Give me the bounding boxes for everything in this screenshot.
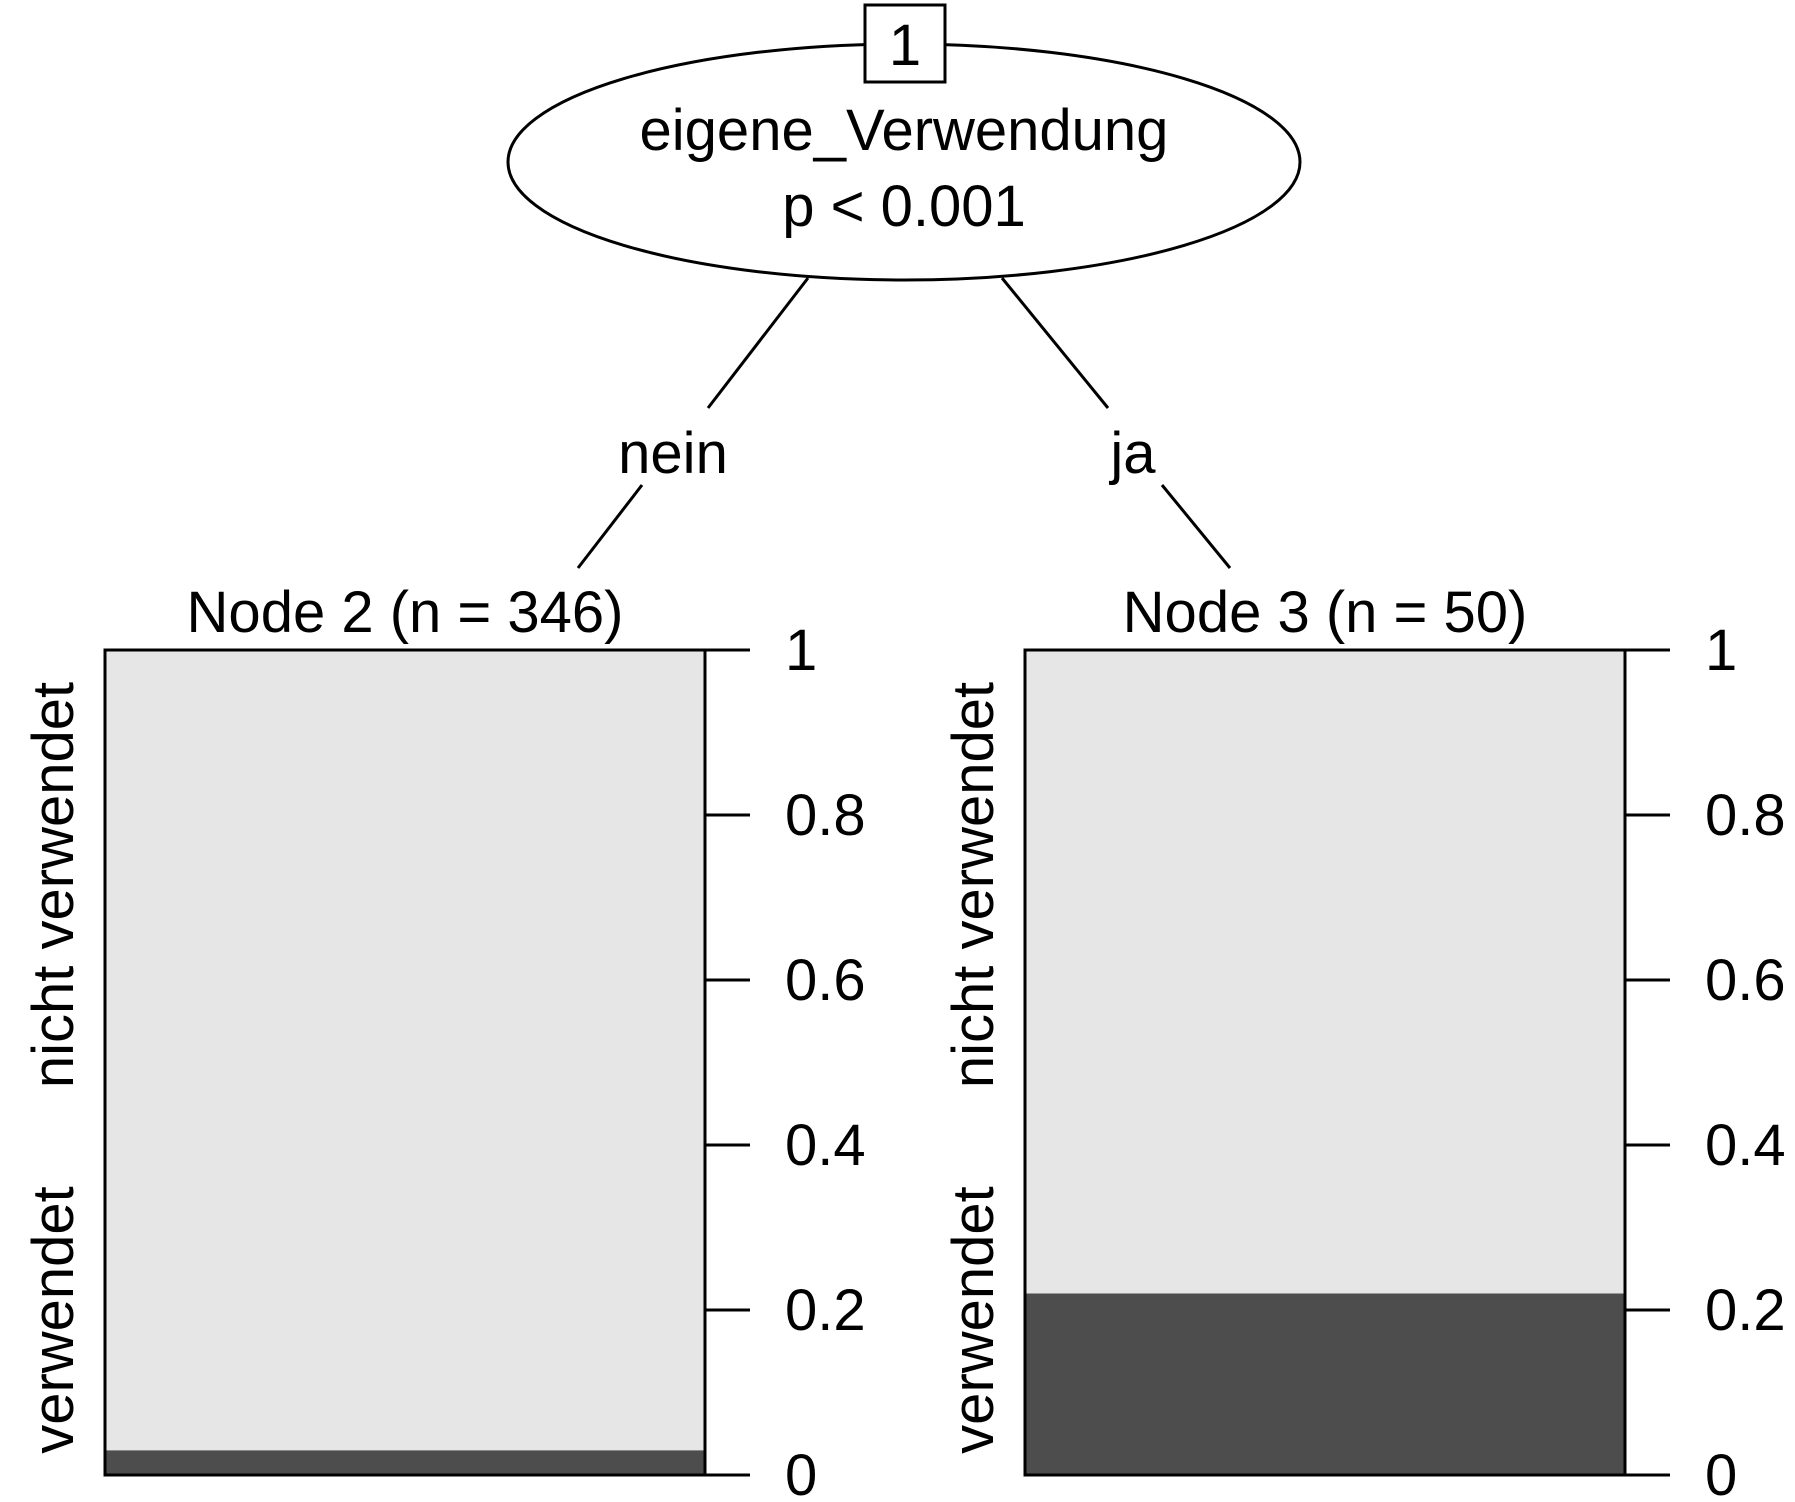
y-tick-label: 0.2	[1705, 1278, 1786, 1343]
category-label-nicht-verwendet: nicht verwendet	[21, 682, 86, 1088]
edge-label-ja: ja	[1108, 421, 1156, 486]
root-node-id-box	[863, 3, 947, 84]
category-label-verwendet: verwendet	[941, 1186, 1006, 1454]
category-label-verwendet: verwendet	[21, 1186, 86, 1454]
y-tick-label: 0.2	[785, 1278, 866, 1343]
edge-label-nein: nein	[618, 421, 728, 486]
edge-left-lower	[576, 484, 644, 569]
bar-segment-verwendet	[105, 1450, 705, 1475]
terminal-node-3: verwendet nicht verwendet Node 3 (n = 50) 0…	[941, 580, 1786, 1502]
y-tick-label: 0	[785, 1443, 817, 1502]
y-tick-label: 0	[1705, 1443, 1737, 1502]
node-title: Node 3 (n = 50)	[1123, 580, 1528, 645]
y-tick-label: 0.6	[1705, 948, 1786, 1013]
y-tick-label: 0.4	[785, 1113, 866, 1178]
bar-segment-nicht-verwendet	[105, 650, 705, 1451]
bar-segment-nicht-verwendet	[1025, 650, 1625, 1294]
root-node-pvalue: p < 0.001	[782, 174, 1026, 239]
y-tick-label: 0.8	[785, 783, 866, 848]
y-tick-label: 1	[1705, 618, 1737, 683]
category-label-nicht-verwendet: nicht verwendet	[941, 682, 1006, 1088]
bar-segment-verwendet	[1025, 1293, 1625, 1475]
terminal-node-2: verwendet nicht verwendet Node 2 (n = 346)…	[21, 580, 866, 1502]
y-tick-label: 0.8	[1705, 783, 1786, 848]
edge-right-upper	[1000, 277, 1110, 409]
edge-left-upper	[706, 277, 810, 409]
y-tick-label: 0.4	[1705, 1113, 1786, 1178]
node-title: Node 2 (n = 346)	[187, 580, 624, 645]
y-tick-label: 1	[785, 618, 817, 683]
root-node-id: 1	[889, 13, 921, 78]
root-node-variable: eigene_Verwendung	[640, 98, 1169, 163]
edge-right-lower	[1160, 484, 1232, 569]
y-tick-label: 0.6	[785, 948, 866, 1013]
